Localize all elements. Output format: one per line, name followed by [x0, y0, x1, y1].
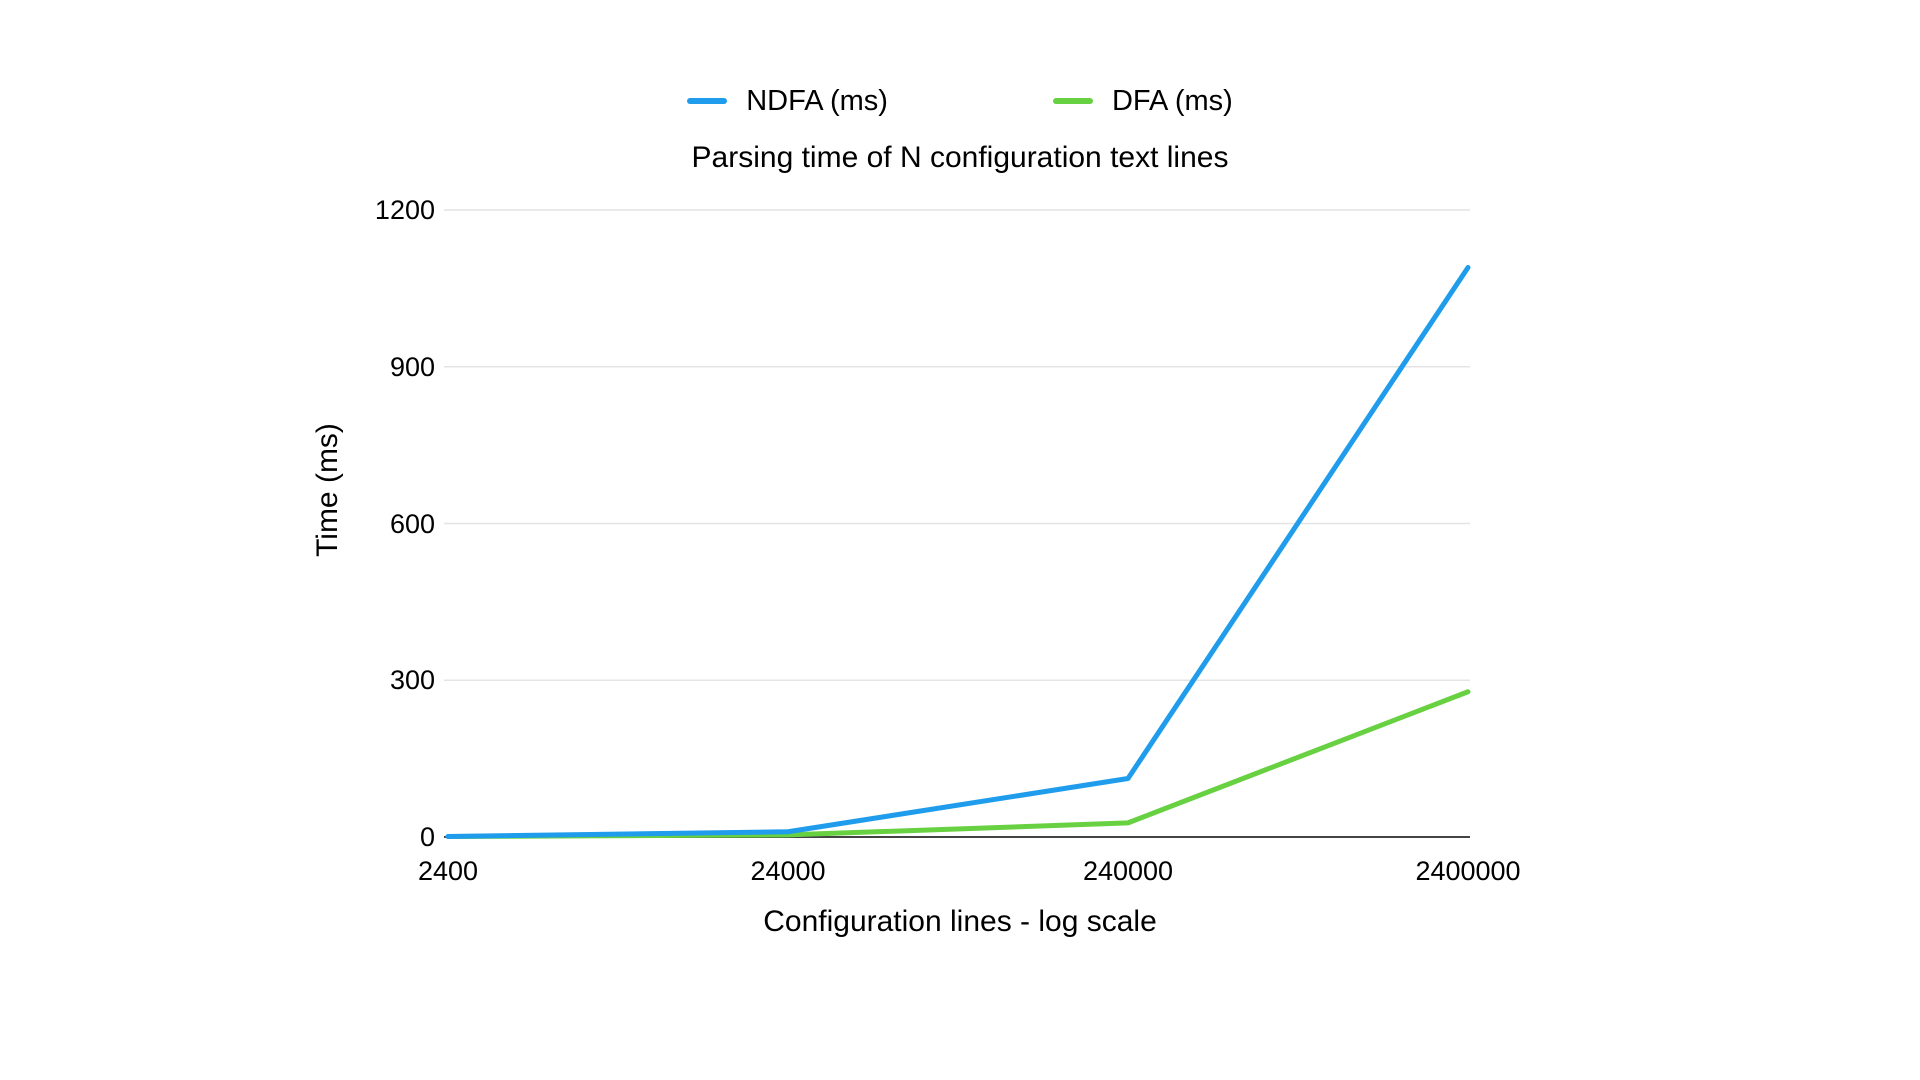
legend-item-dfa: DFA (ms): [1052, 84, 1233, 118]
y-tick-label-1200: 1200: [374, 195, 435, 225]
x-tick-label-240000: 240000: [1082, 856, 1174, 886]
x-axis-title: Configuration lines - log scale: [763, 905, 1157, 938]
y-tick-label-900: 900: [389, 351, 435, 382]
series-line-dfa: [445, 689, 1471, 839]
series-line-ndfa: [445, 264, 1471, 839]
x-tick-label-2400000: 2400000: [1415, 856, 1521, 886]
chart-title: Parsing time of N configuration text lin…: [691, 141, 1229, 174]
y-tick-label-0: 0: [419, 822, 435, 852]
y-tick-label-300: 300: [389, 665, 435, 696]
x-tick-label-2400: 2400: [417, 856, 479, 886]
chart-legend: NDFA (ms) DFA (ms): [0, 84, 1920, 118]
x-tick-label-24000: 24000: [750, 856, 826, 886]
legend-item-ndfa: NDFA (ms): [687, 84, 888, 118]
y-tick-label-600: 600: [389, 508, 435, 539]
legend-swatch-dfa: [1052, 98, 1093, 104]
legend-label-ndfa: NDFA (ms): [746, 85, 888, 117]
legend-label-dfa: DFA (ms): [1111, 85, 1233, 117]
legend-swatch-ndfa: [687, 98, 728, 104]
